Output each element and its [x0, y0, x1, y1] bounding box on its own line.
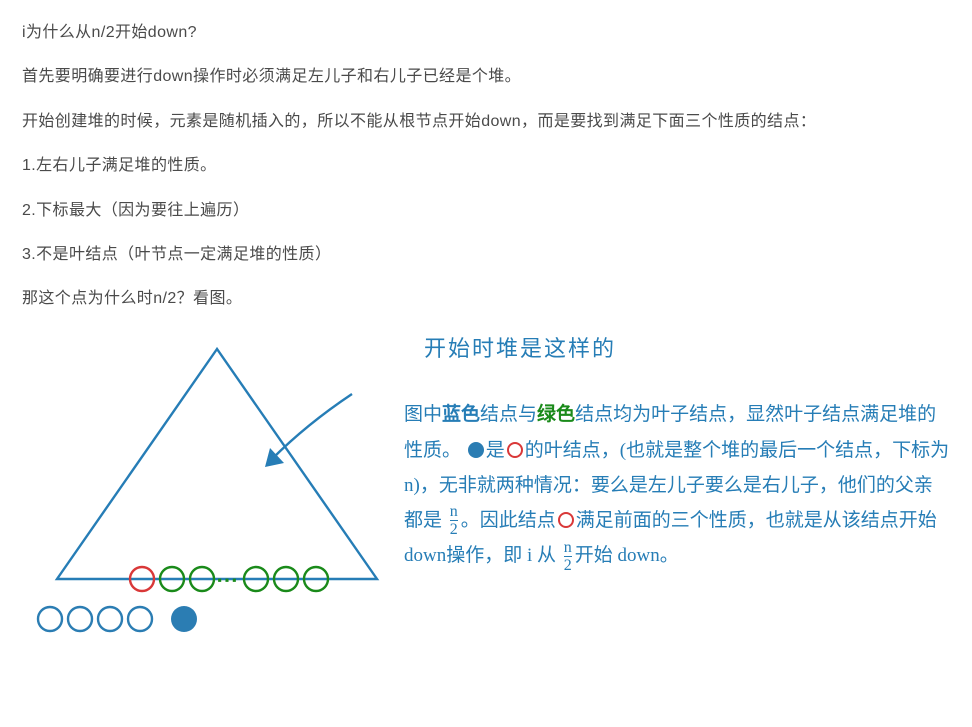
para-prop-2: 2.下标最大（因为要往上遍历）	[22, 196, 950, 226]
diagram-figure: ⋯	[22, 329, 392, 660]
anno-paragraph: 图中蓝色结点与绿色结点均为叶子结点，显然叶子结点满足堆的性质。 是的叶结点，(也…	[404, 397, 950, 574]
anno-text: 是	[486, 440, 505, 461]
anno-text: 结点与	[480, 404, 537, 425]
para-find-node: 开始创建堆的时候，元素是随机插入的，所以不能从根节点开始down，而是要找到满足…	[22, 107, 950, 137]
para-precond: 首先要明确要进行down操作时必须满足左儿子和右儿子已经是个堆。	[22, 62, 950, 92]
red-open-dot-icon	[507, 442, 523, 458]
blue-filled-node	[171, 606, 197, 632]
para-why-n2: i为什么从n/2开始down?	[22, 18, 950, 48]
blue-filled-dot-icon	[468, 442, 484, 458]
arrow-shaft	[272, 394, 352, 459]
para-prop-3: 3.不是叶结点（叶节点一定满足堆的性质）	[22, 240, 950, 270]
blue-open-node	[38, 607, 62, 631]
blue-open-node	[128, 607, 152, 631]
triangle-outline	[57, 349, 377, 579]
anno-word-blue: 蓝色	[442, 404, 480, 425]
anno-title: 开始时堆是这样的	[404, 329, 950, 370]
para-prop-1: 1.左右儿子满足堆的性质。	[22, 151, 950, 181]
anno-text: 开始 down。	[575, 545, 679, 566]
heap-triangle-svg: ⋯	[22, 329, 392, 649]
para-see-fig: 那这个点为什么时n/2？看图。	[22, 284, 950, 314]
blue-open-node	[68, 607, 92, 631]
anno-word-green: 绿色	[537, 404, 575, 425]
diagram-annotation: 开始时堆是这样的 图中蓝色结点与绿色结点均为叶子结点，显然叶子结点满足堆的性质。…	[404, 329, 950, 574]
blue-open-node	[98, 607, 122, 631]
red-open-dot-icon	[558, 512, 574, 528]
fraction-n2: n2	[450, 504, 458, 538]
anno-text: 图中	[404, 404, 442, 425]
diagram-section: ⋯ 开始时堆是这样的 图中蓝色结点与绿色结点均为叶子结点，显然叶子结点满足堆的性…	[22, 329, 950, 660]
anno-text: 。因此结点	[461, 510, 556, 531]
green-ellipsis: ⋯	[216, 567, 238, 592]
fraction-n2: n2	[564, 540, 572, 574]
